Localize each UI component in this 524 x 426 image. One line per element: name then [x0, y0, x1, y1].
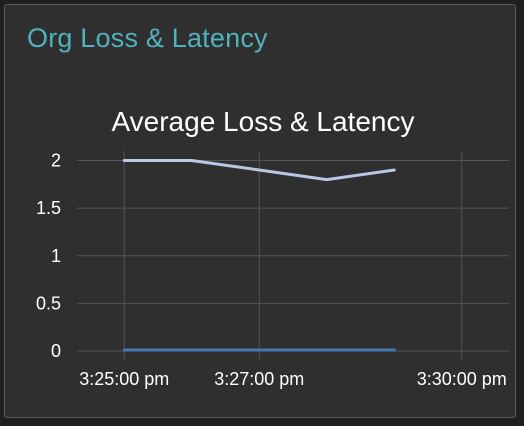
- chart-series: [122, 159, 396, 352]
- series-line-latency: [122, 159, 396, 182]
- chart-area: Average Loss & Latency 0 0.5 1 1.5 2 3:25:00…: [5, 5, 517, 419]
- y-tick-label: 2: [51, 151, 61, 171]
- line-chart: Average Loss & Latency 0 0.5 1 1.5 2 3:25:00…: [36, 106, 509, 389]
- x-tick-label: 3:27:00 pm: [214, 369, 304, 389]
- y-tick-label: 0.5: [36, 293, 61, 313]
- chart-card: Org Loss & Latency Average Loss & Latenc…: [4, 4, 516, 418]
- x-axis: 3:25:00 pm 3:27:00 pm 3:30:00 pm: [79, 369, 507, 389]
- chart-title: Average Loss & Latency: [111, 106, 414, 137]
- y-axis: 0 0.5 1 1.5 2: [36, 151, 61, 361]
- x-tick-label: 3:30:00 pm: [417, 369, 507, 389]
- y-tick-label: 0: [51, 341, 61, 361]
- chart-grid: [77, 151, 509, 359]
- y-tick-label: 1.5: [36, 198, 61, 218]
- y-tick-label: 1: [51, 246, 61, 266]
- x-tick-label: 3:25:00 pm: [79, 369, 169, 389]
- card-title: Org Loss & Latency: [27, 23, 268, 53]
